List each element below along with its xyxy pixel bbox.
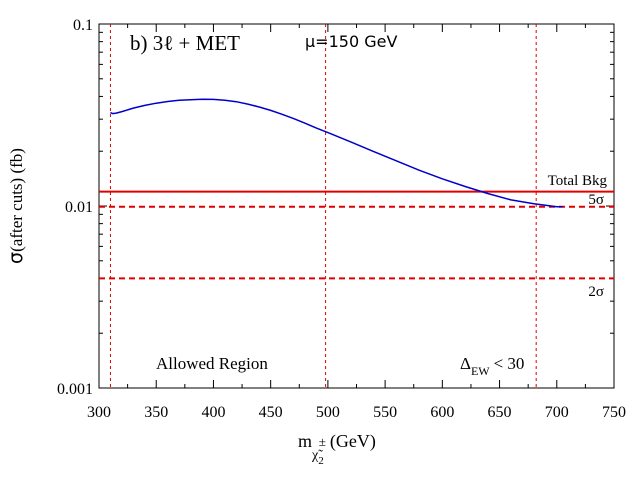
horizontal-guides	[99, 190, 614, 280]
data-series	[110, 98, 563, 208]
five-sigma-label: 5σ	[588, 192, 604, 208]
y-label-sigma: σ	[5, 252, 27, 264]
x-tick-label: 300	[87, 404, 111, 421]
x-tick-label: 750	[602, 404, 626, 421]
total-bkg-label: Total Bkg	[548, 173, 608, 189]
delta-symbol: Δ	[460, 354, 471, 373]
two-sigma-label: 2σ	[588, 284, 604, 300]
x-label-sup: ±	[319, 434, 326, 449]
x-tick-label: 350	[144, 404, 168, 421]
y-label-rest: (after cuts) (fb)	[7, 148, 26, 252]
allowed-region-label: Allowed Region	[156, 354, 268, 373]
x-tick-label: 650	[488, 404, 512, 421]
y-axis-label: σ(after cuts) (fb)	[5, 148, 27, 264]
axis-ticks	[98, 23, 615, 389]
delta-subscript: EW	[471, 364, 490, 378]
delta-ew-label: ΔEW < 30	[460, 354, 524, 378]
plot-frame	[98, 23, 615, 389]
x-tick-label: 400	[201, 404, 225, 421]
y-tick-label: 0.001	[57, 381, 93, 398]
x-axis-label: mχ̃2± (GeV)	[298, 431, 376, 467]
x-label-unit: (GeV)	[330, 431, 376, 452]
series-signal	[110, 98, 563, 208]
x-tick-label: 600	[430, 404, 454, 421]
delta-rest: < 30	[494, 354, 525, 373]
mu-label: μ=150 GeV	[305, 32, 397, 51]
x-tick-label: 550	[373, 404, 397, 421]
x-tick-label: 700	[545, 404, 569, 421]
y-tick-label: 0.1	[73, 17, 93, 34]
x-tick-label: 450	[259, 404, 283, 421]
x-label-main: m	[298, 431, 312, 451]
axis-tick-labels: 300 350 400 450 500 550 600 650 700 750 0.001 0.01 0…	[57, 17, 626, 421]
x-tick-label: 500	[316, 404, 340, 421]
y-tick-label: 0.01	[65, 199, 93, 216]
x-label-sub2: 2	[318, 455, 324, 467]
panel-label: b) 3ℓ + MET	[130, 31, 240, 55]
